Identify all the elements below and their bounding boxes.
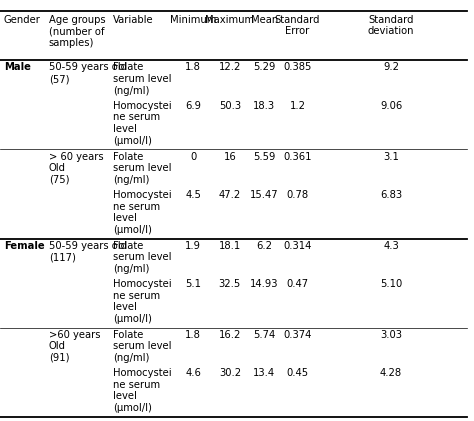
Text: 1.2: 1.2 — [290, 101, 305, 111]
Text: 15.47: 15.47 — [250, 190, 279, 200]
Text: 4.3: 4.3 — [383, 241, 399, 250]
Text: 0.314: 0.314 — [283, 241, 311, 250]
Text: > 60 years
Old
(75): > 60 years Old (75) — [49, 152, 103, 185]
Text: 9.2: 9.2 — [383, 62, 399, 72]
Text: 5.29: 5.29 — [253, 62, 275, 72]
Text: 0.385: 0.385 — [283, 62, 311, 72]
Text: 9.06: 9.06 — [380, 101, 402, 111]
Text: 1.8: 1.8 — [185, 330, 201, 340]
Text: 18.3: 18.3 — [253, 101, 275, 111]
Text: Folate
serum level
(ng/ml): Folate serum level (ng/ml) — [113, 241, 171, 274]
Text: 0.45: 0.45 — [286, 368, 309, 378]
Text: 6.83: 6.83 — [380, 190, 402, 200]
Text: Female: Female — [4, 241, 45, 250]
Text: 32.5: 32.5 — [219, 279, 241, 289]
Text: 6.9: 6.9 — [185, 101, 201, 111]
Text: Minimum: Minimum — [170, 15, 216, 25]
Text: Gender: Gender — [4, 15, 41, 25]
Text: Folate
serum level
(ng/ml): Folate serum level (ng/ml) — [113, 62, 171, 96]
Text: 50.3: 50.3 — [219, 101, 241, 111]
Text: 6.2: 6.2 — [256, 241, 272, 250]
Text: 5.1: 5.1 — [185, 279, 201, 289]
Text: 30.2: 30.2 — [219, 368, 241, 378]
Text: 4.28: 4.28 — [380, 368, 402, 378]
Text: Homocystei
ne serum
level
(μmol/l): Homocystei ne serum level (μmol/l) — [113, 279, 172, 324]
Text: 0.78: 0.78 — [286, 190, 309, 200]
Text: Folate
serum level
(ng/ml): Folate serum level (ng/ml) — [113, 152, 171, 185]
Text: Homocystei
ne serum
level
(μmol/l): Homocystei ne serum level (μmol/l) — [113, 101, 172, 146]
Text: Folate
serum level
(ng/ml): Folate serum level (ng/ml) — [113, 330, 171, 363]
Text: 0.47: 0.47 — [286, 279, 309, 289]
Text: Standard
deviation: Standard deviation — [368, 15, 414, 36]
Text: 0.374: 0.374 — [283, 330, 311, 340]
Text: Maximum: Maximum — [205, 15, 255, 25]
Text: >60 years
Old
(91): >60 years Old (91) — [49, 330, 100, 363]
Text: Age groups
(number of
samples): Age groups (number of samples) — [49, 15, 105, 48]
Text: 14.93: 14.93 — [250, 279, 279, 289]
Text: 1.8: 1.8 — [185, 62, 201, 72]
Text: 18.1: 18.1 — [219, 241, 241, 250]
Text: 12.2: 12.2 — [219, 62, 241, 72]
Text: Male: Male — [4, 62, 31, 72]
Text: 3.03: 3.03 — [380, 330, 402, 340]
Text: 16.2: 16.2 — [219, 330, 241, 340]
Text: 1.9: 1.9 — [185, 241, 201, 250]
Text: 50-59 years old
(117): 50-59 years old (117) — [49, 241, 127, 262]
Text: Homocystei
ne serum
level
(μmol/l): Homocystei ne serum level (μmol/l) — [113, 368, 172, 413]
Text: 50-59 years old
(57): 50-59 years old (57) — [49, 62, 127, 84]
Text: 0.361: 0.361 — [283, 152, 312, 162]
Text: 5.59: 5.59 — [253, 152, 275, 162]
Text: 4.5: 4.5 — [185, 190, 201, 200]
Text: 5.10: 5.10 — [380, 279, 402, 289]
Text: 47.2: 47.2 — [219, 190, 241, 200]
Text: 0: 0 — [190, 152, 196, 162]
Text: 4.6: 4.6 — [185, 368, 201, 378]
Text: 13.4: 13.4 — [253, 368, 275, 378]
Text: 3.1: 3.1 — [383, 152, 399, 162]
Text: Standard
Error: Standard Error — [275, 15, 320, 36]
Text: Variable: Variable — [113, 15, 154, 25]
Text: Mean: Mean — [251, 15, 278, 25]
Text: Homocystei
ne serum
level
(μmol/l): Homocystei ne serum level (μmol/l) — [113, 190, 172, 235]
Text: 16: 16 — [224, 152, 236, 162]
Text: 5.74: 5.74 — [253, 330, 275, 340]
